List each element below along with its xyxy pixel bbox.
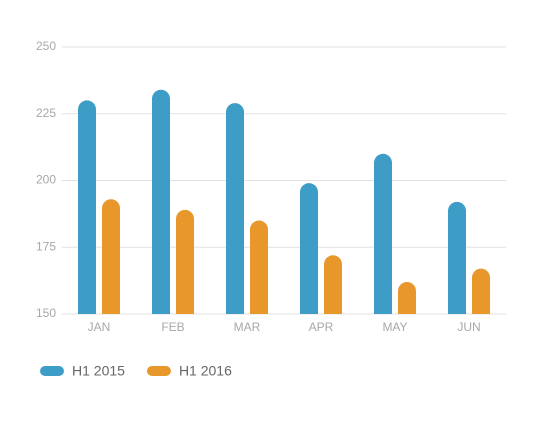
y-tick-label: 200 [36, 173, 56, 187]
bar [300, 183, 318, 314]
y-tick-label: 250 [36, 39, 56, 53]
legend-label: H1 2016 [179, 363, 232, 379]
x-tick-label: APR [309, 320, 334, 334]
x-tick-label: JUN [457, 320, 480, 334]
bar [250, 220, 268, 314]
bar [398, 281, 416, 314]
bar [472, 268, 490, 314]
legend-label: H1 2015 [72, 363, 125, 379]
y-tick-label: 175 [36, 239, 56, 253]
bar [448, 201, 466, 314]
x-tick-label: MAR [234, 320, 261, 334]
x-tick-label: FEB [161, 320, 184, 334]
x-tick-label: JAN [88, 320, 111, 334]
legend-swatch [146, 366, 171, 376]
bar [78, 100, 96, 315]
y-tick-label: 150 [36, 306, 56, 320]
bar [324, 255, 342, 314]
bar [176, 209, 194, 314]
bar [152, 89, 170, 314]
y-tick-label: 225 [36, 106, 56, 120]
bar [226, 103, 244, 314]
legend-swatch [40, 366, 64, 376]
bar [102, 199, 120, 314]
x-tick-label: MAY [382, 320, 407, 334]
bar [374, 153, 392, 314]
